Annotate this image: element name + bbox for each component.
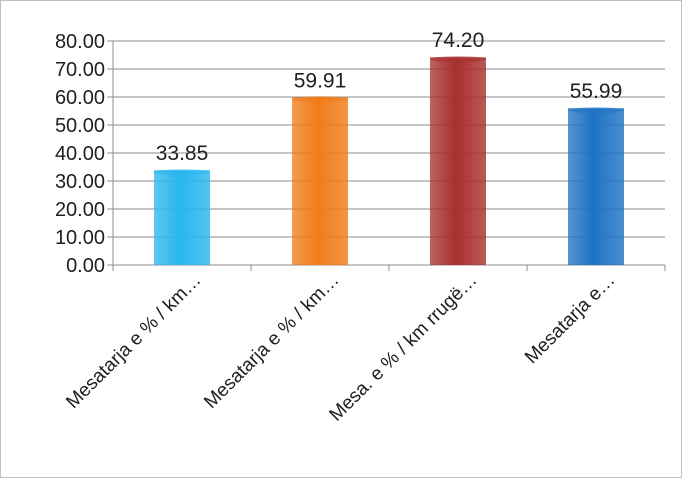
bars [154,56,624,265]
y-tick-label: 60.00 [55,87,105,109]
category-label: Mesatarja e % / km… [62,270,205,413]
category-label: Mesa. e % / km rrugë… [326,270,482,426]
data-labels: 33.85 59.91 74.20 55.99 [156,29,623,165]
y-tick-labels: 0.00 10.00 20.00 30.00 40.00 50.00 60.00 70.00 8… [55,31,105,277]
category-labels: Mesatarja e % / km…Mesatarja e % / km…Me… [62,270,619,426]
data-label: 74.20 [432,29,485,52]
bar [292,97,348,265]
y-tick-label: 40.00 [55,143,105,165]
bar-cap [292,96,348,103]
bar-cap [154,169,210,176]
bar [568,108,624,265]
bar [154,170,210,265]
y-tick-label: 10.00 [55,227,105,249]
y-tick-label: 70.00 [55,59,105,81]
data-label: 59.91 [294,69,347,92]
data-label: 55.99 [570,80,623,103]
data-label: 33.85 [156,142,209,165]
bar-cap [430,56,486,63]
y-tick-label: 80.00 [55,31,105,53]
y-tick-label: 0.00 [66,255,105,277]
y-tick-label: 50.00 [55,115,105,137]
y-tick-label: 20.00 [55,199,105,221]
category-label: Mesatarja e… [521,270,619,368]
category-label: Mesatarja e % / km… [200,270,343,413]
bar [430,57,486,265]
y-tick-label: 30.00 [55,171,105,193]
bar-cap [568,107,624,114]
